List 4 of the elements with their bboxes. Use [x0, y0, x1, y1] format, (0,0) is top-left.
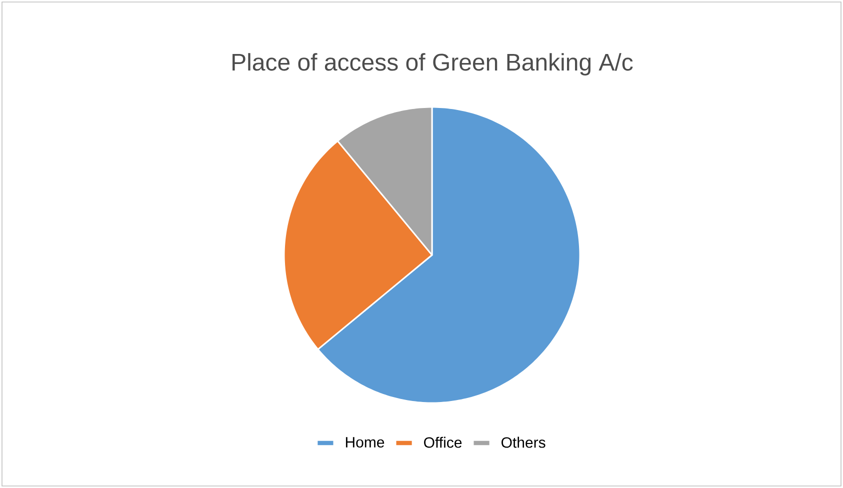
legend-label: Others	[502, 436, 546, 448]
legend-label: Home	[346, 437, 384, 448]
chart-title: Place of access of Green Banking A/c	[232, 53, 633, 76]
legend-label: Office	[424, 436, 462, 448]
